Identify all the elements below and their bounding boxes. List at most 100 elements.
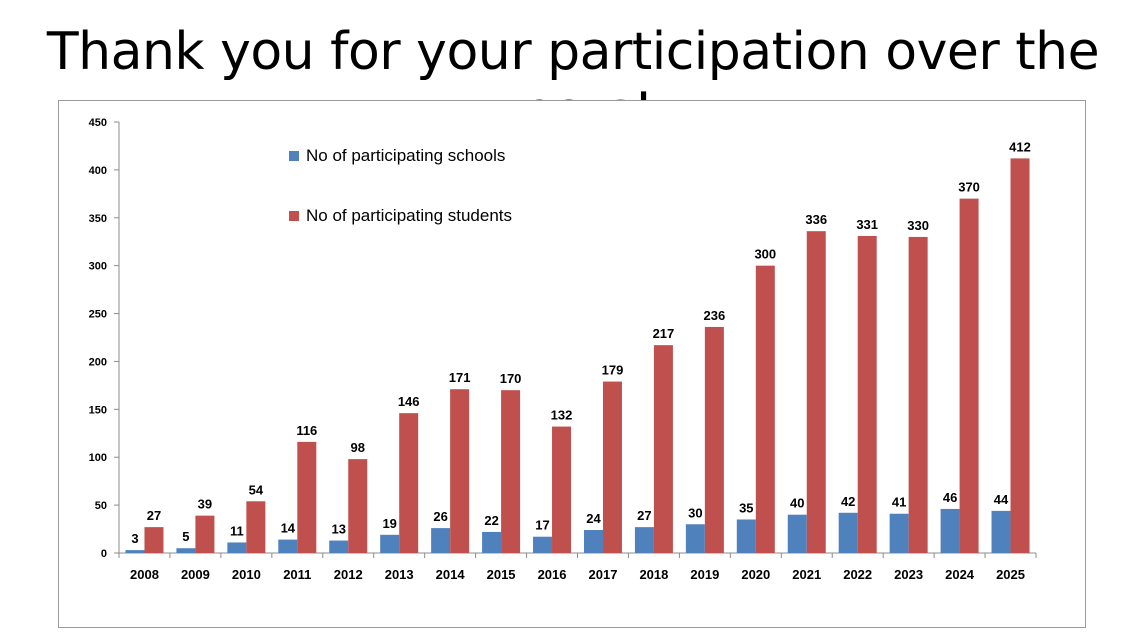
data-label-students: 116 bbox=[296, 423, 317, 438]
bar-schools bbox=[736, 519, 756, 553]
x-tick-label: 2018 bbox=[639, 567, 668, 582]
data-label-schools: 13 bbox=[332, 522, 346, 537]
y-tick-label: 300 bbox=[89, 261, 107, 273]
data-label-students: 330 bbox=[907, 218, 929, 233]
x-tick-label: 2020 bbox=[741, 567, 770, 582]
data-label-students: 54 bbox=[249, 482, 264, 497]
bar-schools bbox=[278, 539, 298, 553]
bar-schools bbox=[940, 508, 960, 553]
bar-students bbox=[297, 441, 317, 553]
bar-students bbox=[195, 515, 215, 553]
x-tick-label: 2021 bbox=[792, 567, 821, 582]
bar-schools bbox=[634, 527, 654, 553]
x-tick-label: 2016 bbox=[538, 567, 567, 582]
y-tick-label: 450 bbox=[89, 117, 107, 129]
y-tick-label: 50 bbox=[95, 500, 107, 512]
legend-swatch-students bbox=[289, 211, 299, 221]
data-label-schools: 41 bbox=[892, 495, 906, 510]
data-label-students: 170 bbox=[500, 371, 522, 386]
y-tick-label: 0 bbox=[101, 548, 107, 560]
x-tick-label: 2010 bbox=[232, 567, 261, 582]
data-label-students: 146 bbox=[398, 394, 420, 409]
data-label-schools: 19 bbox=[382, 516, 396, 531]
bar-schools bbox=[685, 524, 705, 553]
data-label-schools: 35 bbox=[739, 500, 753, 515]
data-label-schools: 17 bbox=[535, 518, 549, 533]
data-label-schools: 44 bbox=[994, 492, 1009, 507]
bar-students bbox=[399, 413, 419, 553]
x-tick-label: 2008 bbox=[130, 567, 159, 582]
data-label-students: 98 bbox=[351, 440, 365, 455]
data-label-schools: 24 bbox=[586, 511, 601, 526]
data-label-students: 370 bbox=[958, 180, 980, 195]
bar-schools bbox=[380, 534, 400, 553]
data-label-schools: 22 bbox=[484, 513, 498, 528]
x-tick-label: 2009 bbox=[181, 567, 210, 582]
x-tick-label: 2019 bbox=[690, 567, 719, 582]
y-tick-label: 350 bbox=[89, 213, 107, 225]
bar-schools bbox=[482, 531, 502, 553]
x-tick-label: 2011 bbox=[283, 567, 311, 582]
y-tick-label: 150 bbox=[89, 404, 107, 416]
data-label-students: 171 bbox=[449, 370, 471, 385]
x-tick-label: 2024 bbox=[945, 567, 975, 582]
bar-schools bbox=[176, 548, 196, 553]
x-tick-label: 2022 bbox=[843, 567, 872, 582]
data-label-schools: 14 bbox=[281, 521, 296, 536]
bar-students bbox=[602, 381, 622, 553]
bar-schools bbox=[431, 528, 451, 553]
x-tick-label: 2012 bbox=[334, 567, 363, 582]
bar-students bbox=[348, 459, 368, 553]
bar-students bbox=[806, 231, 826, 554]
data-label-students: 300 bbox=[754, 247, 776, 262]
bar-schools bbox=[227, 542, 247, 553]
legend-swatch-schools bbox=[289, 151, 299, 161]
y-tick-label: 100 bbox=[89, 452, 107, 464]
bar-students bbox=[552, 426, 572, 553]
data-label-schools: 42 bbox=[841, 494, 855, 509]
y-tick-label: 250 bbox=[89, 309, 107, 321]
data-label-students: 217 bbox=[653, 326, 675, 341]
bar-students bbox=[501, 390, 521, 553]
y-tick-label: 200 bbox=[89, 356, 107, 368]
data-label-schools: 46 bbox=[943, 490, 957, 505]
chart-frame: 0 50 100 150 200 250 300 350 400 450 2008 3 27 2009 5 3… bbox=[58, 100, 1086, 628]
bar-students bbox=[704, 326, 724, 553]
x-tick-label: 2017 bbox=[589, 567, 618, 582]
data-label-students: 236 bbox=[704, 308, 726, 323]
legend-label-schools: No of participating schools bbox=[306, 146, 505, 165]
data-label-schools: 27 bbox=[637, 508, 651, 523]
x-tick-label: 2015 bbox=[487, 567, 516, 582]
data-label-students: 132 bbox=[551, 408, 573, 423]
data-label-schools: 30 bbox=[688, 505, 702, 520]
bar-students bbox=[857, 235, 877, 553]
bar-schools bbox=[533, 536, 553, 553]
data-label-schools: 40 bbox=[790, 496, 804, 511]
x-tick-label: 2025 bbox=[996, 567, 1025, 582]
data-label-students: 179 bbox=[602, 363, 624, 378]
data-label-students: 336 bbox=[805, 212, 827, 227]
y-tick-label: 400 bbox=[89, 165, 107, 177]
bar-schools bbox=[583, 530, 603, 553]
data-label-schools: 3 bbox=[131, 531, 138, 546]
bar-schools bbox=[991, 510, 1011, 553]
bar-schools bbox=[125, 550, 145, 553]
bar-schools bbox=[889, 513, 909, 553]
bar-students bbox=[450, 389, 470, 553]
x-tick-label: 2013 bbox=[385, 567, 414, 582]
bar-schools bbox=[838, 512, 858, 553]
bar-students bbox=[908, 236, 928, 553]
bar-students bbox=[653, 345, 673, 553]
data-label-students: 27 bbox=[147, 508, 161, 523]
x-tick-label: 2014 bbox=[436, 567, 466, 582]
data-label-schools: 11 bbox=[230, 523, 244, 538]
x-tick-label: 2023 bbox=[894, 567, 923, 582]
data-label-schools: 26 bbox=[433, 509, 447, 524]
bar-schools bbox=[329, 540, 349, 553]
bar-students bbox=[755, 265, 775, 553]
data-label-schools: 5 bbox=[182, 529, 189, 544]
legend-label-students: No of participating students bbox=[306, 206, 512, 225]
bar-chart: 0 50 100 150 200 250 300 350 400 450 2008 3 27 2009 5 3… bbox=[89, 117, 1037, 582]
bar-students bbox=[144, 527, 164, 553]
bar-students bbox=[959, 198, 979, 553]
